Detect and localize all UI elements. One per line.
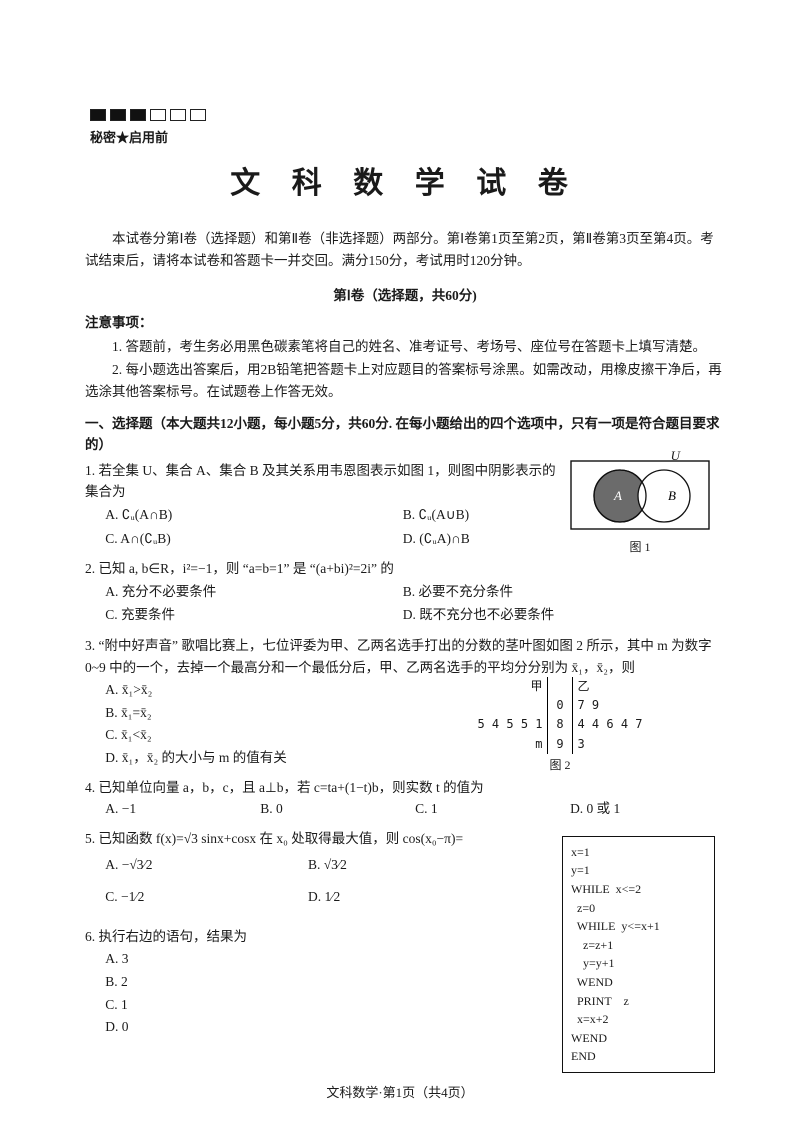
venn-diagram: U A B 图 1: [570, 460, 710, 558]
sl-r0-s: 0: [547, 696, 573, 715]
sl-r2-r: 3: [573, 735, 655, 754]
sl-r0-l: [465, 696, 547, 715]
venn-caption: 图 1: [570, 538, 710, 557]
question-2-text: 2. 已知 a, b∈R，i²=−1，则 “a=b=1” 是 “(a+bi)²=…: [85, 558, 725, 580]
sl-r1-r: 4 4 6 4 7: [573, 715, 655, 734]
question-6: 6. 执行右边的语句，结果为 A. 3 B. 2 C. 1 D. 0 x=1 y…: [85, 926, 725, 1066]
sl-h-left: 甲: [465, 677, 547, 696]
sl-r0-r: 7 9: [573, 696, 655, 715]
algorithm-pseudocode: x=1 y=1 WHILE x<=2 z=0 WHILE y<=x+1 z=z+…: [562, 836, 715, 1073]
q4-option-a: A. −1: [105, 798, 260, 820]
q4-option-b: B. 0: [260, 798, 415, 820]
q2-option-a: A. 充分不必要条件: [105, 581, 402, 603]
question-4-text: 4. 已知单位向量 a，b，c，且 a⊥b，若 c=ta+(1−t)b，则实数 …: [85, 777, 725, 799]
q1-option-c: C. A∩(∁ᵤB): [105, 528, 402, 550]
q2-option-b: B. 必要不充分条件: [403, 581, 700, 603]
question-3: 3. “附中好声音” 歌唱比赛上，七位评委为甲、乙两名选手打出的分数的茎叶图如图…: [85, 635, 725, 769]
q4-option-d: D. 0 或 1: [570, 798, 725, 820]
q3-option-c: C. x̄₁<x̄₂: [105, 724, 457, 746]
sl-r1-s: 8: [547, 715, 573, 734]
q5-option-d: D. 1⁄2: [308, 886, 511, 908]
sl-r2-s: 9: [547, 735, 573, 754]
notice-title: 注意事项：: [85, 312, 725, 334]
question-3-text: 3. “附中好声音” 歌唱比赛上，七位评委为甲、乙两名选手打出的分数的茎叶图如图…: [85, 635, 725, 678]
svg-text:B: B: [668, 488, 676, 503]
exam-title: 文 科 数 学 试 卷: [85, 160, 725, 208]
intro-paragraph: 本试卷分第Ⅰ卷（选择题）和第Ⅱ卷（非选择题）两部分。第Ⅰ卷第1页至第2页，第Ⅱ卷…: [85, 228, 725, 271]
mc-section-heading: 一、选择题（本大题共12小题，每小题5分，共60分. 在每小题给出的四个选项中，…: [85, 413, 725, 456]
question-2: 2. 已知 a, b∈R，i²=−1，则 “a=b=1” 是 “(a+bi)²=…: [85, 558, 725, 627]
sl-r2-l: m: [465, 735, 547, 754]
classification-label: 秘密★启用前: [90, 128, 168, 149]
question-4: 4. 已知单位向量 a，b，c，且 a⊥b，若 c=ta+(1−t)b，则实数 …: [85, 777, 725, 820]
q5-option-b: B. √3⁄2: [308, 854, 511, 876]
exam-page: 秘密★启用前 文 科 数 学 试 卷 本试卷分第Ⅰ卷（选择题）和第Ⅱ卷（非选择题…: [0, 0, 800, 1132]
classification-boxes: [90, 106, 210, 128]
venn-svg: A B: [570, 460, 710, 530]
q3-option-a: A. x̄₁>x̄₂: [105, 679, 457, 701]
q1-option-a: A. ∁ᵤ(A∩B): [105, 504, 402, 526]
q3-option-d: D. x̄₁，x̄₂ 的大小与 m 的值有关: [105, 747, 457, 769]
section-1-heading: 第Ⅰ卷（选择题，共60分): [85, 285, 725, 307]
sl-r1-l: 5 4 5 5 1: [465, 715, 547, 734]
venn-u-label: U: [671, 446, 680, 467]
stem-leaf-plot: 甲 乙 0 7 9 5 4 5 5 1 8 4 4 6 4 7 m 9 3 图 …: [465, 677, 655, 775]
notice-item-1: 1. 答题前，考生务必用黑色碳素笔将自己的姓名、准考证号、考场号、座位号在答题卡…: [85, 336, 725, 358]
svg-text:A: A: [613, 488, 622, 503]
notice-item-2: 2. 每小题选出答案后，用2B铅笔把答题卡上对应题目的答案标号涂黑。如需改动，用…: [85, 359, 725, 402]
q2-option-c: C. 充要条件: [105, 604, 402, 626]
notice-list: 1. 答题前，考生务必用黑色碳素笔将自己的姓名、准考证号、考场号、座位号在答题卡…: [85, 336, 725, 403]
q5-option-a: A. −√3⁄2: [105, 854, 308, 876]
stem-leaf-caption: 图 2: [465, 756, 655, 775]
sl-h-right: 乙: [573, 677, 655, 696]
q3-option-b: B. x̄₁=x̄₂: [105, 702, 457, 724]
q4-option-c: C. 1: [415, 798, 570, 820]
question-1: 1. 若全集 U、集合 A、集合 B 及其关系用韦恩图表示如图 1，则图中阴影表…: [85, 460, 725, 550]
q5-option-c: C. −1⁄2: [105, 886, 308, 908]
q2-option-d: D. 既不充分也不必要条件: [403, 604, 700, 626]
page-footer: 文科数学·第1页（共4页）: [0, 1083, 800, 1104]
